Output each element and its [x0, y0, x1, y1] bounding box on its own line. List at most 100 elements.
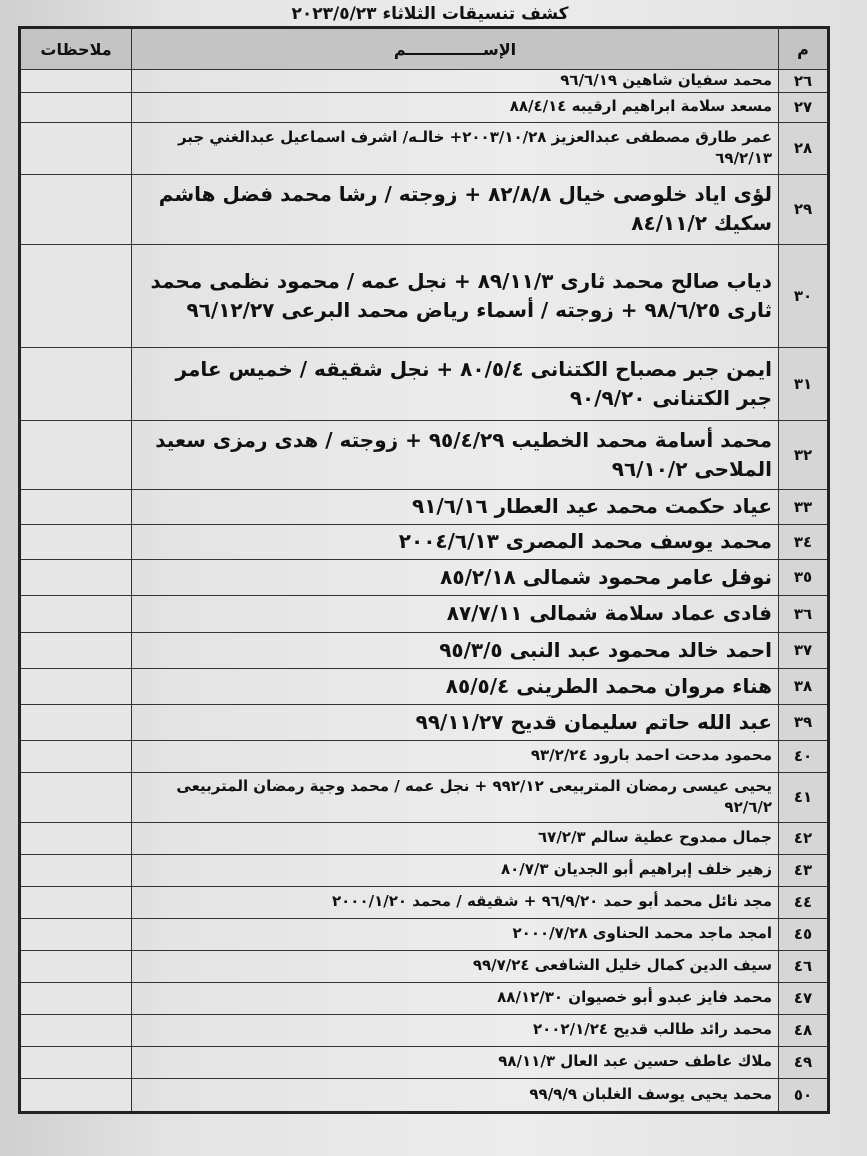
row-notes: [19, 739, 132, 773]
table-row: ٤٩ ملاك عاطف حسين عبد العال ٩٨/١١/٣: [19, 1045, 829, 1079]
row-name: محمد رائد طالب قديح ٢٠٠٢/١/٢٤: [131, 1013, 779, 1047]
row-name: سيف الدين كمال خليل الشافعى ٩٩/٧/٢٤: [131, 949, 779, 983]
row-notes: [19, 594, 132, 633]
table-row: ٥٠ محمد يحيى يوسف الغلبان ٩٩/٩/٩: [19, 1077, 829, 1113]
row-number: ٣٤: [778, 523, 829, 560]
table-row: ٣٤ محمد يوسف محمد المصرى ٢٠٠٤/٦/١٣: [19, 523, 829, 560]
row-notes: [19, 69, 132, 93]
row-number: ٤٧: [778, 981, 829, 1015]
row-number: ٣٨: [778, 667, 829, 705]
row-name: محمد سفيان شاهين ٩٦/٦/١٩: [131, 69, 779, 93]
row-name: ايمن جبر مصباح الكتنانى ٨٠/٥/٤ + نجل شقي…: [131, 346, 779, 421]
table-row: ٤٠ محمود مدحت احمد بارود ٩٣/٢/٢٤: [19, 739, 829, 773]
row-notes: [19, 1077, 132, 1113]
row-name: ملاك عاطف حسين عبد العال ٩٨/١١/٣: [131, 1045, 779, 1079]
row-notes: [19, 821, 132, 855]
table-row: ٤٧ محمد فايز عبدو أبو خصيوان ٨٨/١٢/٣٠: [19, 981, 829, 1015]
table-header-row: م الإســــــــــــــم ملاحظات: [19, 27, 829, 70]
header-number: م: [778, 27, 829, 70]
row-notes: [19, 91, 132, 123]
row-number: ٤١: [778, 771, 829, 823]
row-name: لؤى اياد خلوصى خيال ٨٢/٨/٨ + زوجته / رشا…: [131, 173, 779, 245]
row-name: مسعد سلامة ابراهيم ارقيبه ٨٨/٤/١٤: [131, 91, 779, 123]
table-row: ٣٥ نوفل عامر محمود شمالى ٨٥/٢/١٨: [19, 558, 829, 596]
table-row: ٣٣ عياد حكمت محمد عيد العطار ٩١/٦/١٦: [19, 488, 829, 525]
row-notes: [19, 558, 132, 596]
row-name: عياد حكمت محمد عيد العطار ٩١/٦/١٦: [131, 488, 779, 525]
row-name: نوفل عامر محمود شمالى ٨٥/٢/١٨: [131, 558, 779, 596]
row-notes: [19, 243, 132, 348]
row-notes: [19, 885, 132, 919]
row-name: محمد يوسف محمد المصرى ٢٠٠٤/٦/١٣: [131, 523, 779, 560]
table-row: ٢٩ لؤى اياد خلوصى خيال ٨٢/٨/٨ + زوجته / ر…: [19, 173, 829, 245]
row-number: ٤٥: [778, 917, 829, 951]
table-row: ٢٧ مسعد سلامة ابراهيم ارقيبه ٨٨/٤/١٤: [19, 91, 829, 123]
row-number: ٣٥: [778, 558, 829, 596]
row-notes: [19, 631, 132, 669]
row-name: دياب صالح محمد ثارى ٨٩/١١/٣ + نجل عمه / …: [131, 243, 779, 348]
row-name: محمد فايز عبدو أبو خصيوان ٨٨/١٢/٣٠: [131, 981, 779, 1015]
table-row: ٤٣ زهير خلف إبراهيم أبو الجديان ٨٠/٧/٣: [19, 853, 829, 887]
row-number: ٢٦: [778, 69, 829, 93]
row-name: امجد ماجد محمد الحناوى ٢٠٠٠/٧/٢٨: [131, 917, 779, 951]
table-row: ٣٩ عبد الله حاتم سليمان قديح ٩٩/١١/٢٧: [19, 703, 829, 741]
row-number: ٢٨: [778, 121, 829, 175]
table-row: ٤٢ جمال ممدوح عطية سالم ٦٧/٢/٣: [19, 821, 829, 855]
row-number: ٣٦: [778, 594, 829, 633]
row-number: ٤٢: [778, 821, 829, 855]
row-number: ٣٠: [778, 243, 829, 348]
table-row: ٣٨ هناء مروان محمد الطرينى ٨٥/٥/٤: [19, 667, 829, 705]
row-notes: [19, 488, 132, 525]
row-number: ٢٩: [778, 173, 829, 245]
row-notes: [19, 419, 132, 490]
row-number: ٤٣: [778, 853, 829, 887]
names-table: م الإســــــــــــــم ملاحظات ٢٦ محمد سفي…: [18, 26, 830, 1114]
row-number: ٣٧: [778, 631, 829, 669]
row-notes: [19, 346, 132, 421]
row-notes: [19, 523, 132, 560]
document-title: كشف تنسيقات الثلاثاء ٢٠٢٣/٥/٢٣: [291, 4, 569, 24]
row-name: عبد الله حاتم سليمان قديح ٩٩/١١/٢٧: [131, 703, 779, 741]
row-number: ٥٠: [778, 1077, 829, 1113]
table-row: ٣٠ دياب صالح محمد ثارى ٨٩/١١/٣ + نجل عمه …: [19, 243, 829, 348]
row-number: ٣٢: [778, 419, 829, 490]
row-notes: [19, 771, 132, 823]
row-notes: [19, 949, 132, 983]
table-row: ٢٦ محمد سفيان شاهين ٩٦/٦/١٩: [19, 69, 829, 93]
row-notes: [19, 1013, 132, 1047]
row-name: فادى عماد سلامة شمالى ٨٧/٧/١١: [131, 594, 779, 633]
row-number: ٢٧: [778, 91, 829, 123]
table-row: ٤٨ محمد رائد طالب قديح ٢٠٠٢/١/٢٤: [19, 1013, 829, 1047]
table-row: ٣٧ احمد خالد محمود عبد النبى ٩٥/٣/٥: [19, 631, 829, 669]
table-row: ٤٦ سيف الدين كمال خليل الشافعى ٩٩/٧/٢٤: [19, 949, 829, 983]
row-name: هناء مروان محمد الطرينى ٨٥/٥/٤: [131, 667, 779, 705]
row-number: ٣٣: [778, 488, 829, 525]
row-notes: [19, 703, 132, 741]
row-notes: [19, 121, 132, 175]
row-name: محمود مدحت احمد بارود ٩٣/٢/٢٤: [131, 739, 779, 773]
row-name: يحيى عيسى رمضان المتربيعى ٩٩٢/١٢ + نجل ع…: [131, 771, 779, 823]
row-number: ٣١: [778, 346, 829, 421]
table-row: ٣٢ محمد أسامة محمد الخطيب ٩٥/٤/٢٩ + زوجته…: [19, 419, 829, 490]
row-name: محمد أسامة محمد الخطيب ٩٥/٤/٢٩ + زوجته /…: [131, 419, 779, 490]
table-row: ٤١ يحيى عيسى رمضان المتربيعى ٩٩٢/١٢ + نجل…: [19, 771, 829, 823]
row-number: ٤٩: [778, 1045, 829, 1079]
table-row: ٣١ ايمن جبر مصباح الكتنانى ٨٠/٥/٤ + نجل ش…: [19, 346, 829, 421]
table-row: ٤٥ امجد ماجد محمد الحناوى ٢٠٠٠/٧/٢٨: [19, 917, 829, 951]
row-number: ٤٦: [778, 949, 829, 983]
row-number: ٤٠: [778, 739, 829, 773]
row-notes: [19, 853, 132, 887]
row-notes: [19, 1045, 132, 1079]
table-row: ٣٦ فادى عماد سلامة شمالى ٨٧/٧/١١: [19, 594, 829, 633]
row-notes: [19, 917, 132, 951]
row-notes: [19, 981, 132, 1015]
row-name: جمال ممدوح عطية سالم ٦٧/٢/٣: [131, 821, 779, 855]
header-notes: ملاحظات: [19, 27, 132, 70]
row-name: احمد خالد محمود عبد النبى ٩٥/٣/٥: [131, 631, 779, 669]
row-name: محمد يحيى يوسف الغلبان ٩٩/٩/٩: [131, 1077, 779, 1113]
row-number: ٣٩: [778, 703, 829, 741]
row-number: ٤٤: [778, 885, 829, 919]
header-name: الإســــــــــــــم: [131, 27, 779, 70]
table-row: ٤٤ مجد نائل محمد أبو حمد ٩٦/٩/٢٠ + شقيقه …: [19, 885, 829, 919]
